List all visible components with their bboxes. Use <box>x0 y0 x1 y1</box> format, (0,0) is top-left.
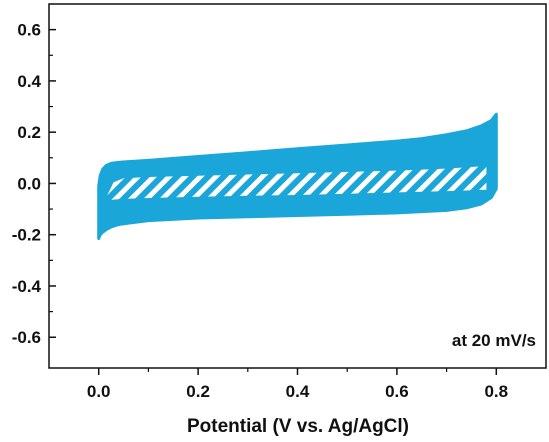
y-tick-label: -0.6 <box>12 328 41 347</box>
y-tick-label: -0.4 <box>12 277 42 296</box>
plot-series <box>99 114 497 238</box>
y-tick-label: -0.2 <box>12 226 41 245</box>
y-tick-label: 0.2 <box>17 123 41 142</box>
x-tick-label: 0.2 <box>186 382 210 401</box>
y-tick-label: 0.0 <box>17 174 41 193</box>
x-tick-label: 0.8 <box>484 382 508 401</box>
x-tick-label: 0.6 <box>385 382 409 401</box>
x-tick-label: 0.4 <box>286 382 310 401</box>
annotation-scan-rate: at 20 mV/s <box>452 331 536 350</box>
x-tick-label: 0.0 <box>87 382 111 401</box>
y-tick-label: 0.4 <box>17 72 41 91</box>
x-axis-title: Potential (V vs. Ag/AgCl) <box>187 416 409 437</box>
y-tick-label: 0.6 <box>17 21 41 40</box>
